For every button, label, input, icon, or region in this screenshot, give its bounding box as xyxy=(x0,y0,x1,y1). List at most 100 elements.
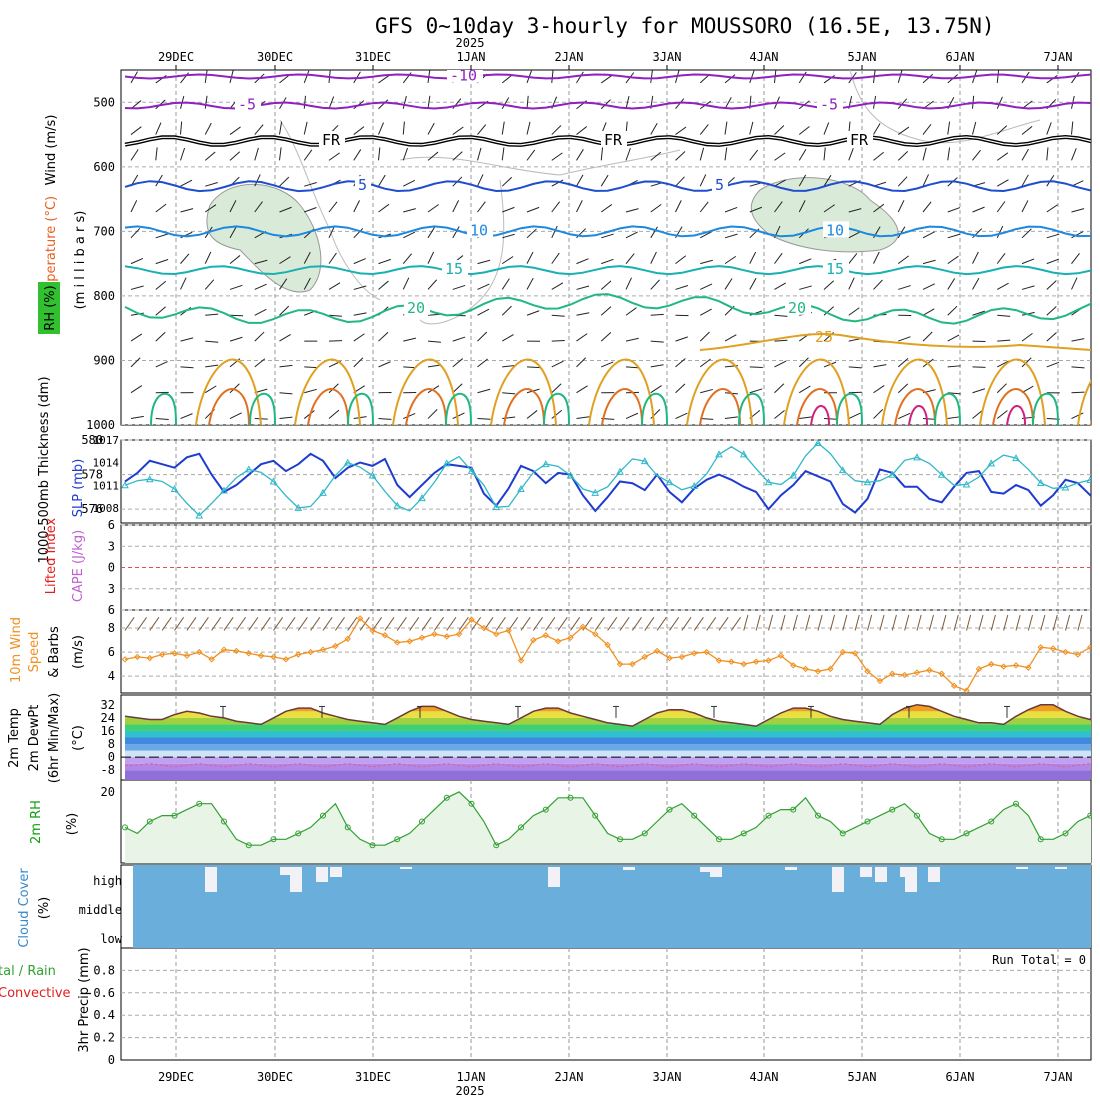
contour-label-bg xyxy=(785,298,811,315)
wind-barb xyxy=(328,314,343,317)
wind-barb xyxy=(996,96,1003,109)
rh2m-point xyxy=(369,842,376,849)
wind10-panel: 4 6 8 xyxy=(108,614,1091,693)
wind-barb xyxy=(724,147,728,161)
wind-barb xyxy=(996,225,1004,239)
wind-barb xyxy=(204,95,208,109)
surface-contour xyxy=(1032,392,1059,425)
slp-point xyxy=(814,440,822,447)
wind10-barb xyxy=(842,614,848,631)
rh2m-point xyxy=(196,800,203,807)
wind10-point xyxy=(530,636,537,644)
wind10-barb xyxy=(174,617,185,631)
wind-barb xyxy=(675,126,687,135)
precip-panel: 0 0.2 0.4 0.6 0.8 xyxy=(93,963,1091,1067)
wind-barb xyxy=(1046,361,1060,368)
wind-barb xyxy=(526,410,538,419)
high-cloud-bar xyxy=(205,867,217,892)
panel7-ylabel: Cloud Cover (%) high middle low xyxy=(17,868,123,948)
wind-barb xyxy=(873,279,883,290)
surface-contour xyxy=(699,388,741,425)
wind-barb xyxy=(304,182,317,187)
wind-barb xyxy=(402,253,412,264)
wind-barb xyxy=(823,306,834,316)
slp-point xyxy=(665,478,674,486)
contour-label-bg xyxy=(467,221,493,238)
bottom-day-label: 31DEC xyxy=(355,1070,391,1084)
wind10-unit: (m/s) xyxy=(71,635,86,669)
wind10-barb xyxy=(570,617,581,631)
wind-barb xyxy=(600,174,609,187)
rh2m-point xyxy=(122,824,128,831)
wind-barb xyxy=(774,409,785,419)
wind-barb xyxy=(650,340,664,343)
temp-band xyxy=(125,724,1091,731)
wind-barb xyxy=(551,179,564,187)
panel1-ylabel: Wind (m/s) Temperature (°C) RH (%) (m i … xyxy=(38,115,88,334)
wind10-point xyxy=(616,660,624,668)
bottom-day-axis: 29DEC 30DEC 31DEC 1JAN 2JAN 3JAN 4JAN 5JAN 6JAN 7… xyxy=(158,1070,1073,1084)
contour-label-bg xyxy=(847,131,873,147)
wind-barb xyxy=(600,147,604,161)
rh2m-point xyxy=(171,812,178,819)
rh2m-point xyxy=(864,818,871,825)
wind-barb xyxy=(997,339,1011,342)
wind-barb xyxy=(897,200,905,213)
surface-contour xyxy=(208,388,250,425)
wind-barb xyxy=(947,278,956,290)
wind-barb xyxy=(724,206,738,213)
wind10-barb xyxy=(817,614,823,631)
wind10-point xyxy=(381,632,389,639)
wind-barb xyxy=(576,385,588,394)
contour-label: 5 xyxy=(715,176,724,194)
wind-barb xyxy=(452,284,466,290)
contour-label-bg xyxy=(817,95,843,112)
temp2m-tick-label: 0 xyxy=(108,750,115,764)
wind10-barb xyxy=(508,617,519,631)
wind-barb xyxy=(279,416,293,420)
high-cloud-bar xyxy=(875,867,887,882)
wind-barb xyxy=(229,412,242,419)
wind10-barb xyxy=(768,614,774,631)
wind10-barb xyxy=(1065,614,1071,631)
wind-barb xyxy=(848,231,861,239)
wind-barb xyxy=(625,366,640,369)
wind-barb xyxy=(897,358,909,368)
temp2m-tick-label: 24 xyxy=(101,711,115,725)
wind-barb xyxy=(997,360,1010,368)
wind-barb xyxy=(997,314,1011,317)
wind-barb xyxy=(774,179,787,187)
wind10-barb xyxy=(990,614,996,631)
wind-barb xyxy=(526,251,534,264)
wind-barb xyxy=(551,225,558,239)
rh-label: RH (%) xyxy=(43,285,58,330)
rh-contour xyxy=(419,179,505,325)
wind-barb xyxy=(502,206,515,213)
wind-barb xyxy=(848,366,862,369)
rh2m-point xyxy=(493,842,500,849)
wind10-barb xyxy=(235,617,246,631)
contour-label-bg xyxy=(319,131,345,147)
wind-barb xyxy=(279,206,292,213)
wind-barb xyxy=(204,70,208,83)
cloud-level-high: high xyxy=(93,874,122,888)
rh2m-series xyxy=(122,791,1091,863)
wind-barb xyxy=(328,96,335,109)
wind-barb xyxy=(180,337,194,342)
wind-barb xyxy=(675,383,686,394)
wind-barb xyxy=(972,228,983,239)
wind-barb xyxy=(922,418,937,420)
lifted-tick-label: 3 xyxy=(108,582,115,596)
top-day-label: 30DEC xyxy=(257,50,293,64)
panel8-ylabel: tal / Rain Convective 3hr Precip (mm) Ru… xyxy=(0,947,1086,1052)
wind10-point xyxy=(703,648,710,656)
wind-barb xyxy=(526,95,529,109)
slp-point xyxy=(566,471,575,479)
wind-barb xyxy=(526,228,537,239)
pressure-tick-label: 700 xyxy=(93,224,115,238)
wind-barb xyxy=(774,152,786,161)
wind-barb xyxy=(972,206,985,213)
wind-barb xyxy=(947,305,958,316)
slp-point xyxy=(764,478,773,486)
wind-barb xyxy=(180,413,193,420)
